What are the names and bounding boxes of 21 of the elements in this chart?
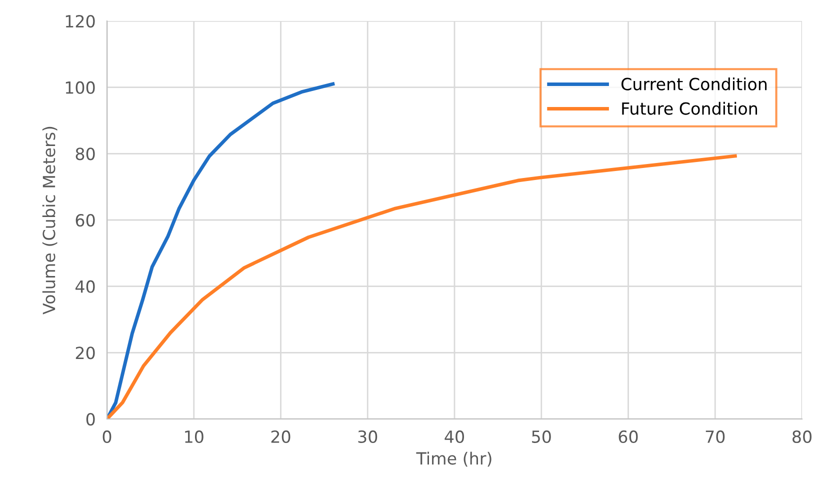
y-tick-label: 80 — [76, 148, 95, 160]
x-axis-title: Time (hr) — [416, 452, 492, 467]
x-tick-label: 10 — [185, 430, 204, 444]
x-tick-label: 50 — [532, 430, 551, 444]
y-tick-label: 120 — [66, 14, 95, 28]
y-tick-label: 40 — [75, 280, 95, 293]
legend-label: Future Condition — [622, 102, 758, 115]
x-tick-label: 80 — [792, 430, 812, 444]
x-tick-label: 70 — [706, 430, 725, 444]
x-tick-label: 20 — [271, 430, 290, 444]
x-tick-label: 60 — [618, 430, 638, 444]
x-tick-label: 0 — [102, 430, 112, 444]
y-tick-label: 100 — [66, 81, 95, 94]
y-tick-label: 20 — [76, 346, 95, 360]
line-series — [107, 154, 737, 419]
x-tick-label: 40 — [444, 430, 464, 444]
y-tick-label: 60 — [76, 214, 95, 227]
legend-label: Current Condition — [621, 77, 767, 90]
y-axis-title: Volume (Cubic Meters) — [42, 126, 58, 314]
x-tick-label: 30 — [358, 430, 378, 444]
y-tick-label: 0 — [86, 412, 95, 426]
